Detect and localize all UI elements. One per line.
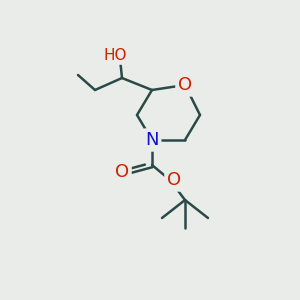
Text: O: O [167,171,181,189]
Text: O: O [115,163,129,181]
Text: O: O [178,76,192,94]
Text: HO: HO [103,47,127,62]
Text: N: N [145,131,159,149]
